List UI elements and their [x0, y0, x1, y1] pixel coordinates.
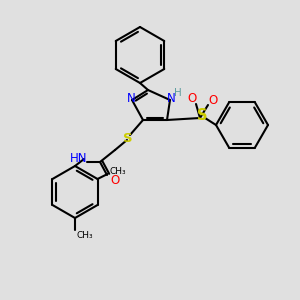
Text: H: H — [174, 88, 182, 98]
Text: HN: HN — [70, 152, 88, 166]
Text: N: N — [167, 92, 176, 106]
Text: N: N — [127, 92, 135, 106]
Text: CH₃: CH₃ — [109, 167, 126, 176]
Text: O: O — [208, 94, 217, 106]
Text: O: O — [110, 173, 120, 187]
Text: S: S — [197, 107, 207, 122]
Text: O: O — [188, 92, 196, 106]
Text: S: S — [123, 133, 133, 146]
Text: CH₃: CH₃ — [77, 230, 93, 239]
